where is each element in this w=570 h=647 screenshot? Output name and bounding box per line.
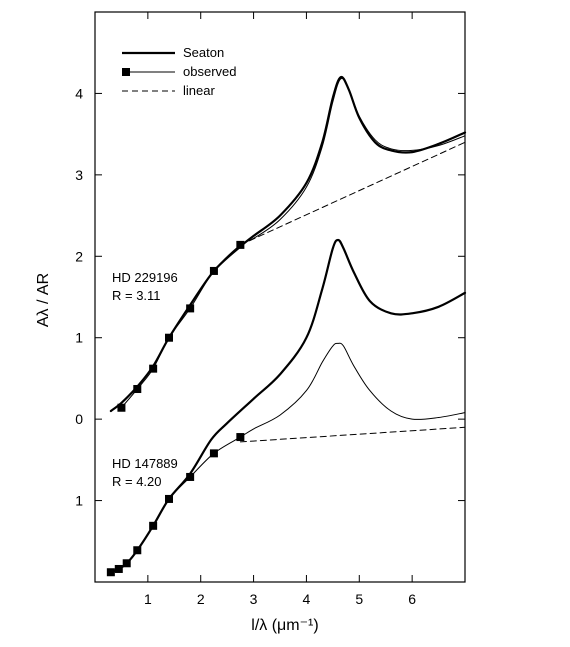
observed-point-hd147889 [133, 546, 142, 555]
linear-line-hd229196 [239, 141, 466, 246]
y-tick-label: 3 [75, 167, 83, 183]
y-tick-label: 2 [75, 248, 83, 264]
annotation-hd147889-name: HD 147889 [112, 456, 178, 471]
observed-point-hd229196 [209, 266, 218, 275]
tick-labels: 1 2 3 4 5 6 4 3 2 1 0 1 [75, 85, 416, 607]
plot-frame [94, 11, 466, 583]
linear-line-hd147889 [239, 426, 466, 443]
legend-seaton-label: Seaton [183, 45, 224, 60]
observed-point-hd147889 [122, 559, 131, 568]
legend: Seaton observed linear [122, 45, 236, 98]
observed-point-hd147889 [186, 472, 195, 481]
annotation-hd147889-r: R = 4.20 [112, 474, 162, 489]
legend-linear-label: linear [183, 83, 215, 98]
observed-curve-hd147889 [110, 342, 466, 573]
seaton-curve-hd147889 [109, 238, 467, 574]
axis-ticks [95, 12, 465, 582]
observed-point-hd147889 [106, 568, 115, 577]
observed-point-hd147889 [114, 564, 123, 573]
observed-point-hd147889 [165, 494, 173, 503]
y-tick-label: 1 [75, 493, 83, 509]
x-axis-label: l/λ (μm⁻¹) [251, 617, 318, 634]
observed-point-hd229196 [236, 240, 245, 249]
x-tick-label: 1 [144, 591, 152, 607]
legend-observed-marker [122, 68, 130, 76]
observed-point-hd147889 [236, 433, 245, 442]
y-axis-label: Aλ / AR [35, 273, 52, 327]
x-tick-label: 6 [408, 591, 416, 607]
x-tick-label: 3 [250, 591, 258, 607]
observed-point-hd229196 [117, 403, 126, 412]
data-markers [106, 240, 245, 577]
x-tick-label: 5 [355, 591, 363, 607]
seaton-curve-hd229196 [109, 75, 467, 413]
y-tick-label: 4 [75, 85, 83, 101]
x-tick-label: 2 [197, 591, 205, 607]
x-tick-label: 4 [303, 591, 311, 607]
data-series [109, 75, 467, 574]
annotation-hd229196-r: R = 3.11 [112, 288, 161, 303]
y-tick-label: 0 [75, 411, 83, 427]
observed-point-hd229196 [133, 385, 142, 394]
annotation-hd229196-name: HD 229196 [112, 270, 178, 285]
observed-point-hd147889 [209, 449, 218, 458]
observed-point-hd229196 [149, 364, 158, 373]
observed-point-hd229196 [165, 333, 173, 342]
y-tick-label: 1 [75, 330, 83, 346]
legend-observed-label: observed [183, 64, 236, 79]
observed-point-hd147889 [149, 521, 158, 530]
observed-point-hd229196 [186, 304, 195, 313]
